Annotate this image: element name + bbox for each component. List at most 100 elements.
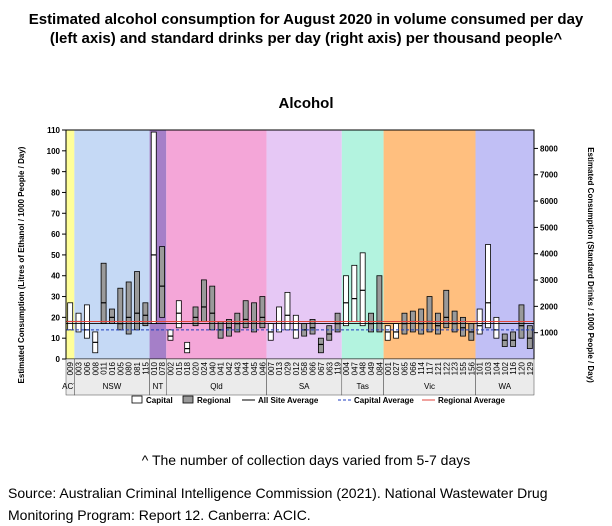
regional-box	[309, 319, 316, 335]
y-tick-label: 100	[47, 147, 61, 156]
state-label-sa: SA	[299, 382, 310, 391]
site-id-label: 058	[300, 361, 309, 375]
source-citation: Source: Australian Criminal Intelligence…	[8, 485, 548, 523]
site-id-label: 008	[91, 361, 100, 375]
capital-box	[493, 316, 500, 339]
y2-axis: 1000 2000 3000 4000 5000 6000 7000 8000	[534, 144, 558, 338]
state-label-wa: WA	[498, 382, 511, 391]
y-tick-label: 90	[51, 168, 60, 177]
site-id-label: 117	[426, 361, 435, 374]
capital-box	[485, 244, 491, 329]
site-id-label: 048	[359, 361, 368, 375]
regional-box	[334, 312, 341, 333]
site-id-label: 065	[400, 361, 409, 375]
y-tick-label: 110	[47, 126, 60, 135]
capital-box	[276, 306, 283, 333]
site-id-label: 114	[417, 361, 426, 374]
state-label-nt: NT	[153, 382, 164, 391]
state-label-qld: Qld	[210, 382, 222, 391]
site-id-label: 018	[183, 361, 192, 375]
site-id-label: 042	[225, 361, 234, 375]
state-label-box-sa	[266, 358, 343, 396]
site-id-label: 040	[208, 361, 217, 375]
state-label-box-vic	[383, 358, 476, 396]
site-id-label: 084	[375, 361, 384, 375]
site-id-label: 010	[150, 361, 159, 375]
chart-subtitle: Alcohol	[279, 95, 334, 112]
legend-label: Capital	[146, 396, 173, 405]
site-id-label: 046	[258, 361, 267, 375]
y2-tick-label: 5000	[540, 223, 558, 232]
regional-box	[192, 306, 199, 327]
chart-area: Alcohol Estimated Consumption (Litres of…	[17, 95, 595, 405]
regional-box	[526, 325, 533, 349]
y-tick-label: 10	[51, 334, 60, 343]
capital-box	[175, 300, 182, 329]
site-id-label: 116	[509, 361, 518, 374]
site-id-label: 027	[392, 361, 401, 375]
site-id-label: 063	[325, 361, 334, 375]
y-tick-label: 30	[51, 293, 60, 302]
state-label-box-wa	[475, 358, 535, 396]
capital-box	[150, 131, 157, 325]
state-label-box-nsw	[74, 358, 150, 396]
regional-box	[326, 325, 333, 341]
y2-tick-label: 6000	[540, 197, 558, 206]
site-id-label: 012	[292, 361, 301, 375]
site-id-label: 120	[517, 361, 526, 375]
regional-box	[426, 296, 433, 333]
site-id-label: 005	[116, 361, 125, 375]
regional-box	[460, 316, 466, 337]
site-id-label: 016	[108, 361, 117, 375]
site-id-label: 067	[317, 361, 326, 375]
state-band-wa	[475, 130, 534, 359]
state-label-act: ACT	[62, 382, 78, 391]
site-id-label: 041	[217, 361, 226, 375]
capital-box	[75, 312, 82, 333]
regional-box	[443, 289, 450, 329]
y2-tick-label: 7000	[540, 171, 558, 180]
site-id-label: 104	[492, 361, 501, 375]
y-axis-label: Estimated Consumption (Litres of Ethanol…	[17, 146, 26, 383]
y-tick-label: 0	[56, 355, 61, 364]
y2-axis-label: Estimated Consumption (Standard Drinks /…	[586, 147, 595, 383]
site-id-label: 009	[66, 361, 75, 375]
site-id-label: 001	[384, 361, 393, 375]
regional-box	[125, 281, 132, 335]
y-tick-label: 50	[51, 251, 60, 260]
site-id-label: 011	[100, 361, 109, 374]
site-id-label: 015	[175, 361, 184, 375]
site-id-label: 029	[283, 361, 292, 375]
legend-label: Capital Average	[354, 396, 414, 405]
legend: Capital Regional All Site Average Capital A…	[131, 395, 506, 405]
state-label-box-qld	[166, 358, 267, 396]
chart-title: Estimated alcohol consumption for August…	[28, 11, 584, 47]
site-id-label: 044	[242, 361, 251, 375]
regional-box	[142, 302, 149, 327]
y-tick-label: 40	[51, 272, 60, 281]
regional-box	[234, 312, 241, 333]
site-id-label: 006	[83, 361, 92, 375]
site-id-label: 081	[133, 361, 142, 375]
site-id-label: 066	[409, 361, 418, 375]
site-id-label: 129	[526, 361, 535, 375]
y-tick-label: 80	[51, 188, 60, 197]
footnote: ^ The number of collection days varied f…	[141, 452, 471, 468]
y2-tick-label: 3000	[540, 276, 558, 285]
site-id-label: 007	[267, 361, 276, 375]
regional-box	[100, 262, 107, 325]
regional-box	[510, 331, 517, 347]
state-band-qld	[166, 130, 267, 359]
site-id-label: 103	[484, 361, 493, 375]
legend-label: Regional Average	[438, 396, 506, 405]
site-id-label: 043	[233, 361, 242, 375]
site-id-label: 024	[200, 361, 209, 375]
regional-box	[376, 275, 383, 333]
capital-box	[184, 341, 191, 354]
capital-box	[67, 302, 74, 331]
site-id-label: 004	[342, 361, 351, 375]
capital-box	[384, 325, 391, 341]
site-id-label: 101	[476, 361, 485, 375]
state-band-act	[66, 130, 75, 359]
